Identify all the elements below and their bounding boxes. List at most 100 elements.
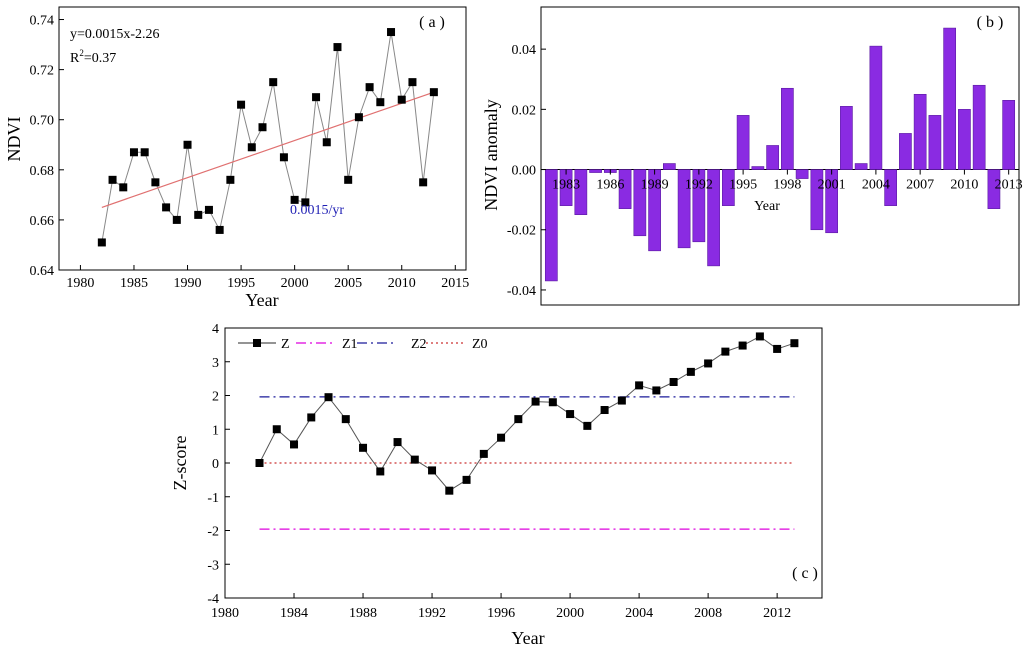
panel-c-xtick-label: 2000 <box>556 606 584 621</box>
panel-b-bar <box>736 115 750 170</box>
panel-a-data-point <box>301 198 310 207</box>
z-data-point <box>428 466 437 475</box>
panel-b-xtick-label: 2007 <box>906 178 934 193</box>
z-data-point <box>307 413 316 422</box>
panel-a: 1980 1985 1990 1995 2000 2005 2010 2015 0.64 0.66… <box>4 6 469 310</box>
z-data-point <box>721 347 730 356</box>
panel-c-xtick-label: 1988 <box>349 606 377 621</box>
z-data-point <box>583 421 592 430</box>
panel-a-data-point <box>290 195 299 204</box>
panel-b-xtick-label: 1986 <box>596 178 624 193</box>
z-data-point <box>704 359 713 368</box>
z-data-point <box>324 393 333 402</box>
panel-a-data-point <box>108 175 117 184</box>
panel-b-bar <box>722 169 735 206</box>
panel-a-data-point <box>269 78 278 87</box>
panel-a-label: ( a ) <box>419 14 445 31</box>
panel-a-data-point <box>387 28 396 37</box>
panel-a-data-point <box>333 43 342 52</box>
panel-a-data-point <box>172 215 181 224</box>
z-data-point <box>652 386 661 395</box>
panel-b-label: ( b ) <box>977 14 1004 31</box>
z-data-point <box>497 433 506 442</box>
panel-c-ytick-label: 2 <box>212 390 219 405</box>
panel-a-xtick-label: 1995 <box>227 276 255 291</box>
panel-c-legend: Z Z1 Z2 Z0 <box>238 337 488 352</box>
panel-b-bar <box>544 169 558 282</box>
z-data-point <box>600 406 609 415</box>
z-data-point <box>617 396 626 405</box>
panel-c: 1980 1984 1988 1992 1996 2000 2004 2008 2012 -4 -3… <box>170 322 823 648</box>
panel-b-bar <box>899 133 912 170</box>
z-data-point <box>566 410 575 419</box>
panel-b-bar <box>913 93 927 170</box>
panel-b-xtick-label: 1995 <box>729 178 757 193</box>
panel-c-ytick-label: -1 <box>207 491 219 506</box>
panel-b-bar <box>854 163 868 170</box>
panel-a-data-point <box>140 148 149 157</box>
z-data-point <box>531 397 540 406</box>
panel-c-ytick-label: 4 <box>212 322 219 337</box>
panel-a-data-point <box>258 123 267 132</box>
panel-b-bar <box>751 166 765 170</box>
panel-a-data-point <box>397 95 406 104</box>
panel-a-data-point <box>312 93 321 102</box>
panel-b-xtick-label: 2010 <box>950 178 978 193</box>
panel-b-bar <box>781 87 794 170</box>
panel-b-bar <box>987 169 1001 209</box>
panel-b-ytick-label: 0.00 <box>512 164 537 179</box>
panel-c-ytick-label: -3 <box>207 558 219 573</box>
panel-a-data-point <box>247 143 256 152</box>
panel-b-bar <box>618 169 632 209</box>
z-data-point <box>669 378 678 386</box>
panel-b-bar <box>795 169 809 179</box>
panel-b-xlabel: Year <box>754 199 780 214</box>
panel-b-bar <box>884 169 897 206</box>
panel-c-xtick-label: 2008 <box>694 606 722 621</box>
panel-b-bar <box>1002 100 1016 170</box>
panel-a-xtick-label: 2010 <box>388 276 416 291</box>
z-data-point <box>290 440 299 449</box>
panel-a-data-point <box>419 178 428 187</box>
panel-a-xlabel: Year <box>245 290 278 310</box>
legend-marker-z <box>253 339 261 347</box>
panel-a-data-point <box>237 100 246 109</box>
panel-b-bar <box>677 169 691 249</box>
panel-c-label: ( c ) <box>792 565 818 582</box>
panel-a-data-point <box>183 140 192 149</box>
panel-b-bar <box>766 145 779 170</box>
panel-a-equation: y=0.0015x-2.26 <box>70 27 160 42</box>
legend-label-z0: Z0 <box>472 337 488 352</box>
panel-a-data-point <box>204 205 213 214</box>
panel-b-ytick-label: 0.04 <box>512 43 537 58</box>
panel-c-ytick-label: 3 <box>212 356 219 371</box>
panel-a-ylabel: NDVI <box>4 117 24 162</box>
panel-a-xtick-label: 1990 <box>174 276 202 291</box>
panel-b-bar <box>869 45 883 170</box>
panel-b-xtick-label: 1998 <box>773 178 801 193</box>
panel-c-xtick-label: 1996 <box>487 606 515 621</box>
panel-a-data-point <box>151 178 160 187</box>
panel-b-bar <box>840 106 853 170</box>
panel-c-ytick-label: -2 <box>207 525 219 540</box>
panel-b-frame <box>540 6 1020 306</box>
panel-c-ylabel: Z-score <box>170 436 190 491</box>
panel-b-bar <box>589 169 602 173</box>
z-data-point <box>790 339 799 348</box>
panel-b-bar <box>633 169 647 237</box>
panel-a-data-point <box>344 175 353 184</box>
panel-c-xlabel: Year <box>511 628 544 648</box>
z-data-point <box>255 459 264 467</box>
panel-a-data-point <box>97 238 106 247</box>
z-data-point <box>341 415 350 424</box>
z-data-point <box>755 332 764 341</box>
panel-b-xtick-label: 1989 <box>641 178 669 193</box>
panel-a-series-line <box>101 31 435 243</box>
panel-a-data-point <box>354 113 363 122</box>
panel-a-xtick-label: 1980 <box>66 276 94 291</box>
panel-a-data-point <box>119 183 128 192</box>
panel-a-xtick-label: 1985 <box>120 276 148 291</box>
panel-b-bar <box>574 169 588 215</box>
z-data-point <box>359 443 368 452</box>
